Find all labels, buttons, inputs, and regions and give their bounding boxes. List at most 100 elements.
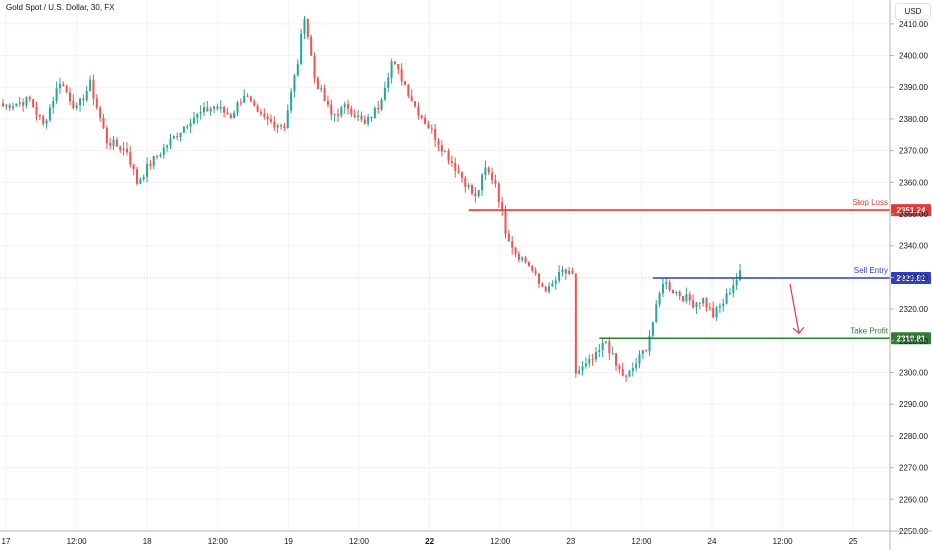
candle-body — [588, 359, 591, 364]
candle — [169, 134, 172, 150]
time-tick-label: 22 — [425, 537, 434, 546]
level-price-label: 2310.81 — [897, 334, 926, 343]
candle-body — [12, 106, 15, 109]
candle-body — [390, 61, 393, 78]
candle-body — [638, 354, 641, 364]
time-tick-label: 25 — [849, 537, 858, 546]
candle-body — [678, 291, 681, 297]
candle-body — [447, 150, 450, 161]
candle — [373, 106, 376, 119]
candle — [598, 344, 601, 358]
candle — [407, 83, 410, 99]
candle — [55, 81, 58, 104]
candle-body — [410, 96, 413, 102]
candle — [196, 113, 199, 124]
candle — [186, 124, 189, 130]
candle — [537, 272, 541, 289]
candle-body — [202, 107, 206, 113]
candle-body — [82, 98, 85, 101]
candle — [290, 88, 293, 114]
candle-body — [45, 120, 48, 124]
candle-body — [738, 270, 742, 280]
candle — [447, 148, 450, 165]
candle — [564, 268, 567, 280]
candle — [333, 113, 336, 122]
candle-body — [682, 296, 685, 301]
candle-body — [514, 247, 517, 254]
candle — [45, 118, 48, 129]
candle-body — [434, 128, 437, 141]
candle — [129, 146, 132, 168]
candle — [621, 362, 624, 377]
candle-body — [42, 116, 45, 124]
candle — [5, 103, 8, 110]
candle-body — [685, 294, 688, 301]
candle-body — [176, 135, 179, 138]
price-tick-label: 2330.00 — [899, 273, 928, 282]
candle — [400, 63, 403, 86]
candle — [420, 114, 423, 120]
candle-body — [400, 69, 403, 82]
candle — [403, 81, 407, 86]
candle — [357, 110, 360, 122]
candle-body — [306, 19, 309, 37]
candle-body — [236, 102, 239, 113]
candle — [470, 183, 474, 196]
candle — [524, 255, 527, 264]
candle-body — [574, 273, 577, 374]
candle — [310, 34, 313, 56]
currency-button[interactable]: USD — [895, 3, 931, 20]
candle-body — [85, 90, 88, 101]
candle — [363, 115, 366, 125]
candle-body — [89, 79, 92, 91]
candle-body — [594, 352, 597, 360]
candle-body — [32, 99, 35, 108]
time-tick-label: 12:00 — [490, 537, 511, 546]
price-axis[interactable]: 2250.002260.002270.002280.002290.002300.… — [889, 0, 928, 550]
candle-body — [266, 116, 269, 120]
candle-body — [403, 81, 407, 85]
candle — [671, 289, 675, 294]
candle-body — [68, 92, 72, 102]
candle — [722, 298, 725, 312]
candle-body — [531, 265, 534, 271]
candle — [72, 94, 75, 110]
candle — [139, 177, 142, 185]
candle-body — [598, 350, 601, 353]
candle-body — [628, 370, 631, 377]
candle-body — [651, 322, 654, 336]
candle-body — [641, 350, 644, 355]
candle — [551, 280, 554, 287]
candle-body — [517, 253, 520, 260]
candle — [316, 76, 319, 90]
candle-body — [658, 293, 661, 305]
candle-body — [122, 148, 125, 151]
candle-body — [635, 363, 638, 369]
candle-body — [226, 112, 229, 115]
price-tick-label: 2350.00 — [899, 210, 928, 219]
candle — [202, 102, 206, 117]
candle — [112, 136, 115, 151]
candle-body — [109, 143, 112, 146]
candle — [628, 369, 631, 378]
candle — [300, 28, 303, 65]
candle-body — [263, 113, 266, 117]
candle — [383, 81, 386, 102]
candle-body — [494, 180, 497, 184]
candle — [236, 100, 239, 117]
candle — [256, 103, 259, 113]
candle — [343, 101, 346, 114]
candle — [239, 98, 242, 107]
candle — [467, 182, 470, 190]
candle-body — [105, 128, 108, 144]
time-axis[interactable]: 17 12:00 18 12:00 19 12:00 22 12:00 23 12:00 24 12:… — [0, 530, 932, 546]
candle-body — [668, 282, 671, 291]
candle — [584, 357, 587, 369]
candle — [286, 104, 289, 129]
candle-body — [541, 283, 544, 287]
candle-body — [608, 341, 611, 354]
candle-body — [15, 103, 18, 107]
candle-body — [363, 119, 366, 124]
candle — [52, 96, 55, 114]
